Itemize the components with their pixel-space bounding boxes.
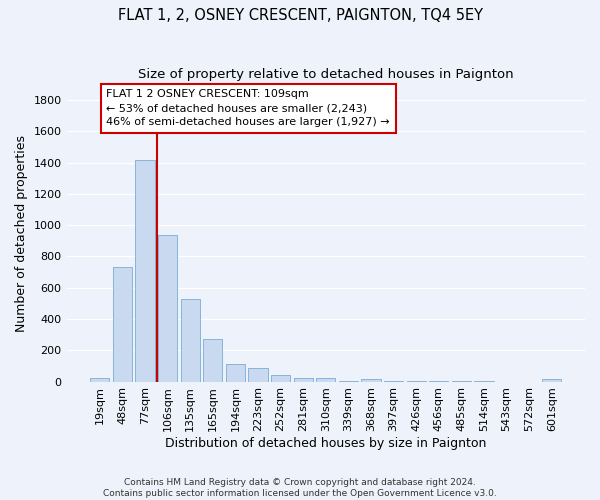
Title: Size of property relative to detached houses in Paignton: Size of property relative to detached ho… xyxy=(138,68,514,80)
Y-axis label: Number of detached properties: Number of detached properties xyxy=(15,134,28,332)
Text: Contains HM Land Registry data © Crown copyright and database right 2024.
Contai: Contains HM Land Registry data © Crown c… xyxy=(103,478,497,498)
Bar xyxy=(316,378,335,382)
Text: FLAT 1, 2, OSNEY CRESCENT, PAIGNTON, TQ4 5EY: FLAT 1, 2, OSNEY CRESCENT, PAIGNTON, TQ4… xyxy=(118,8,482,22)
Bar xyxy=(339,381,358,382)
Bar xyxy=(158,234,177,382)
Text: FLAT 1 2 OSNEY CRESCENT: 109sqm
← 53% of detached houses are smaller (2,243)
46%: FLAT 1 2 OSNEY CRESCENT: 109sqm ← 53% of… xyxy=(106,89,390,127)
Bar xyxy=(542,379,562,382)
Bar xyxy=(361,379,380,382)
X-axis label: Distribution of detached houses by size in Paignton: Distribution of detached houses by size … xyxy=(165,437,487,450)
Bar xyxy=(181,298,200,382)
Bar xyxy=(293,378,313,382)
Bar xyxy=(271,374,290,382)
Bar xyxy=(136,160,155,382)
Bar xyxy=(113,268,132,382)
Bar xyxy=(226,364,245,382)
Bar xyxy=(203,340,223,382)
Bar xyxy=(90,378,109,382)
Bar xyxy=(248,368,268,382)
